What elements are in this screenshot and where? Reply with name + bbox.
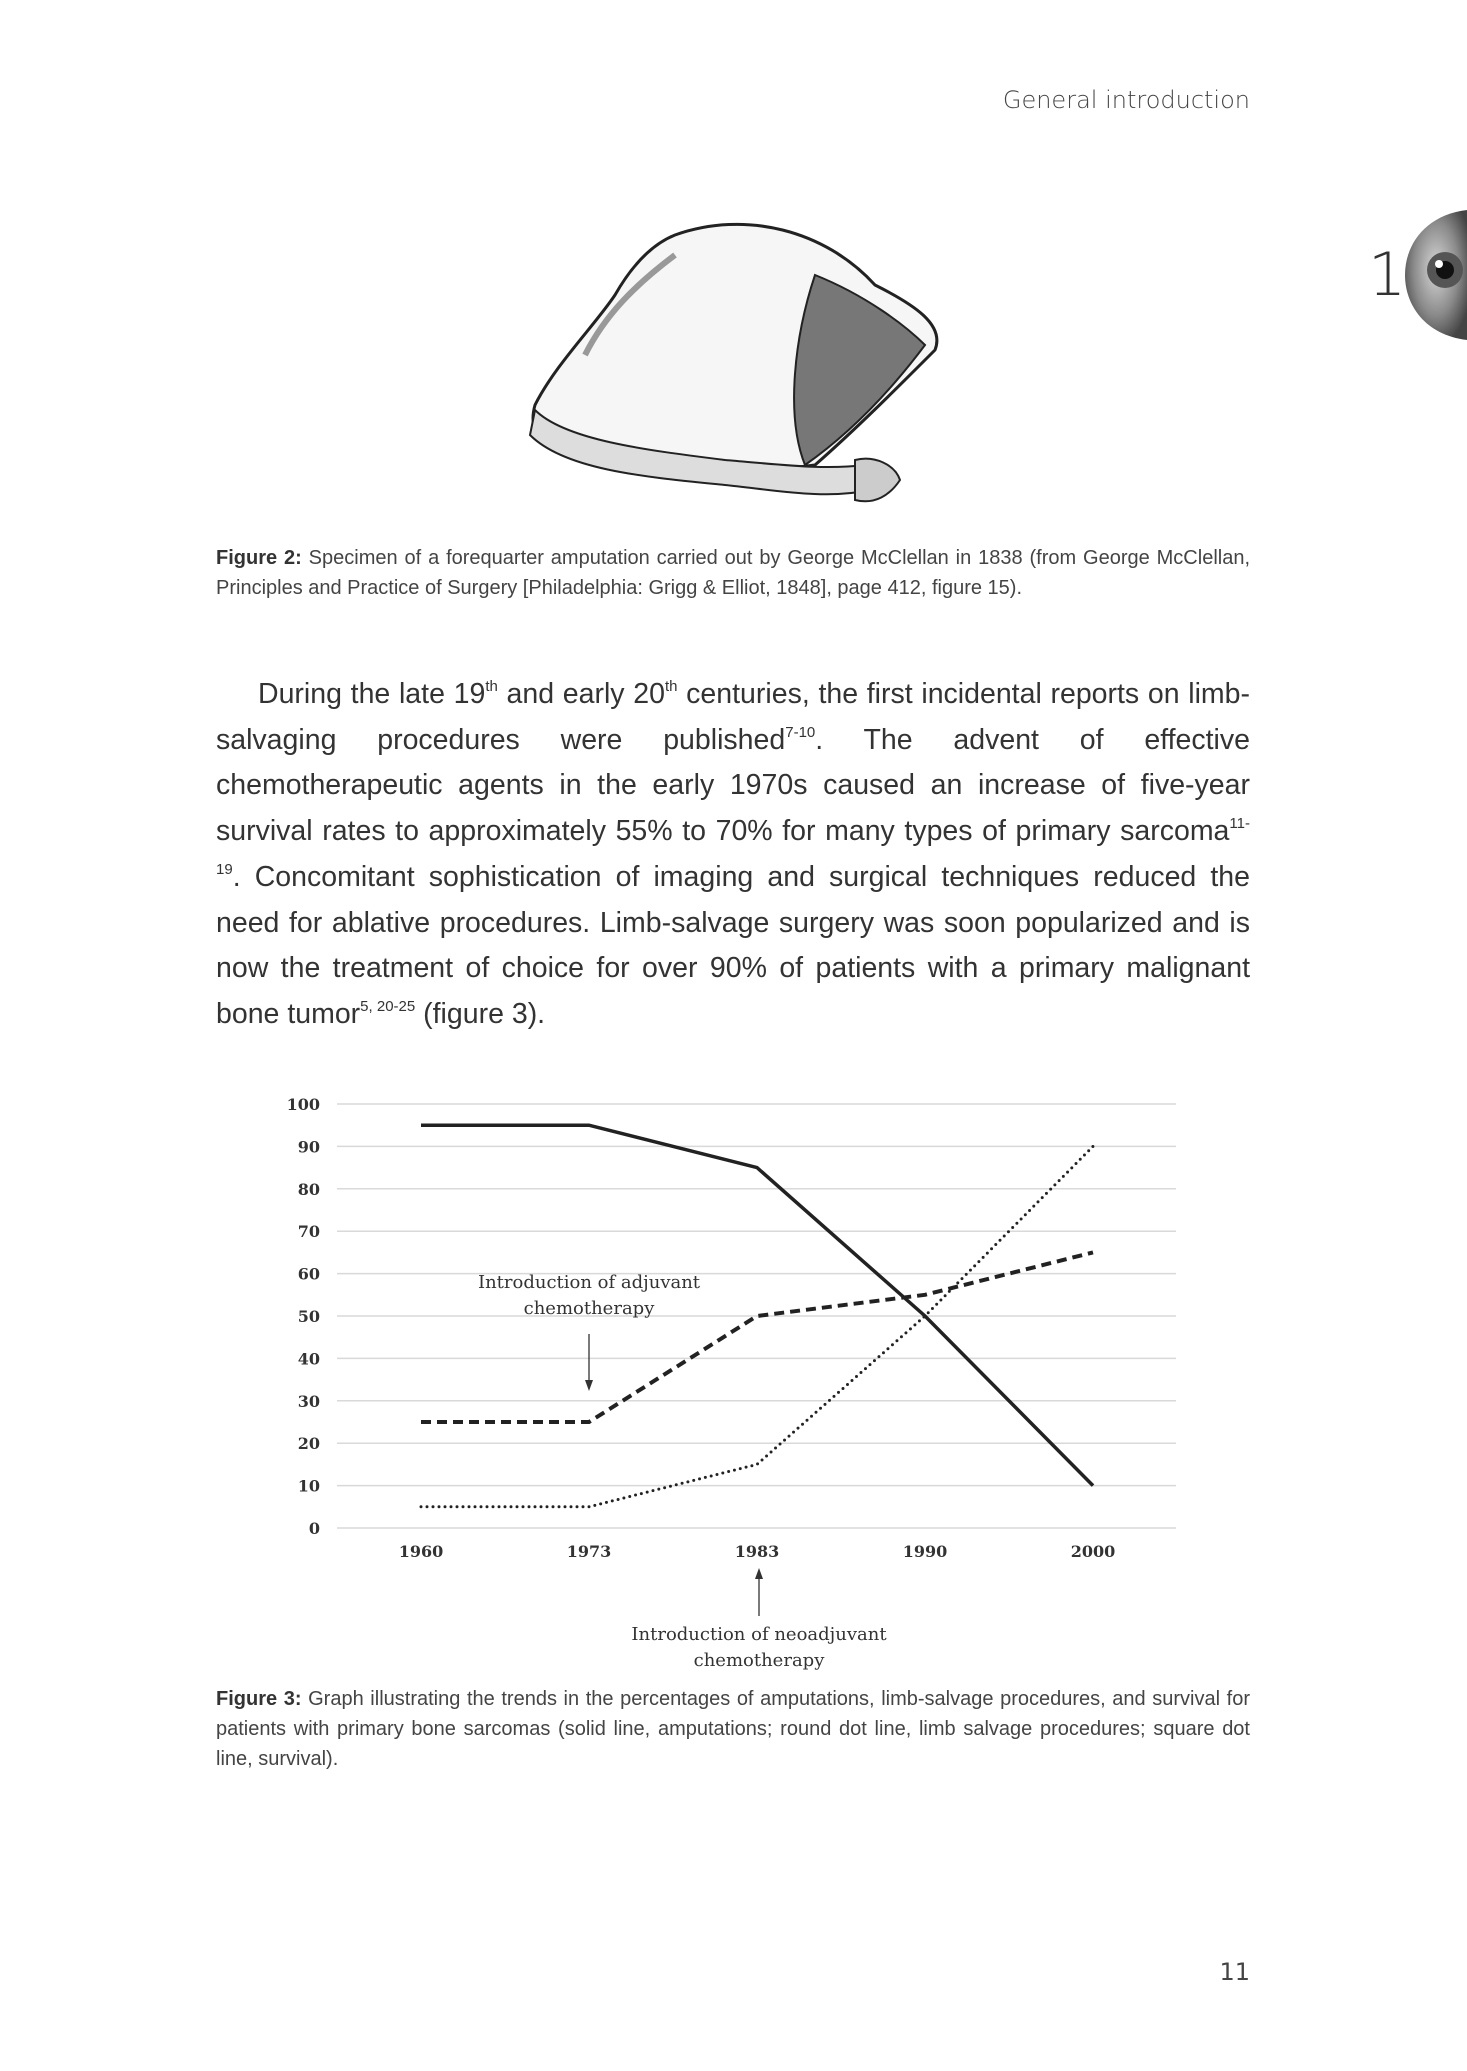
arrowhead-icon — [755, 1568, 763, 1579]
figure-3-caption: Figure 3: Graph illustrating the trends … — [216, 1684, 1250, 1774]
running-head: General introduction — [1002, 86, 1250, 114]
citation: 11-19 — [216, 815, 1250, 878]
forequarter-amputation-illustration — [528, 222, 939, 503]
superscript: th — [664, 678, 678, 695]
body-text: . The advent of effective chemotherapeut… — [216, 723, 1250, 848]
superscript: th — [485, 678, 498, 695]
x-tick-label: 2000 — [1071, 1542, 1116, 1561]
y-tick-label: 40 — [298, 1349, 320, 1368]
x-tick-label: 1960 — [399, 1542, 444, 1561]
figure-2-label: Figure 2: — [216, 547, 302, 569]
citation: 7-10 — [785, 723, 816, 741]
body-text: During the late 19 — [258, 678, 486, 710]
y-tick-label: 50 — [298, 1307, 320, 1326]
figure-2-caption-text: Specimen of a forequarter amputation car… — [216, 547, 1251, 599]
series-line-square-dot — [421, 1250, 1094, 1424]
figure-3-chart: 0 10 20 30 40 50 60 70 80 90 100 1960 1973 1983 1990 20… — [287, 1095, 1176, 1671]
x-tick-label: 1990 — [903, 1542, 948, 1561]
y-tick-label: 10 — [298, 1477, 320, 1496]
chapter-eye-image — [1405, 210, 1467, 340]
annotation-label: chemotherapy — [694, 1650, 826, 1671]
series-line-round-dot — [419, 1144, 1095, 1509]
series-line-solid — [421, 1123, 1095, 1487]
x-tick-label: 1983 — [735, 1542, 780, 1561]
body-paragraph: During the late 19th and early 20th cent… — [216, 672, 1250, 1038]
arrowhead-icon — [585, 1380, 593, 1391]
body-text: and early 20 — [497, 678, 665, 710]
y-tick-label: 30 — [298, 1392, 320, 1411]
x-tick-label: 1973 — [567, 1542, 612, 1561]
citation: 5, 20-25 — [360, 997, 416, 1015]
body-text: centuries, the first incidental reports … — [216, 678, 1251, 756]
figure-3-caption-text: Graph illustrating the trends in the per… — [216, 1688, 1251, 1770]
figure-2-caption: Figure 2: Specimen of a forequarter ampu… — [216, 543, 1250, 603]
y-tick-label: 70 — [298, 1222, 320, 1241]
y-tick-label: 90 — [298, 1137, 320, 1156]
body-text: . Concomitant sophistication of imaging … — [216, 860, 1250, 1030]
y-tick-label: 20 — [298, 1434, 320, 1453]
chapter-number: 1 — [1368, 240, 1407, 310]
y-tick-label: 100 — [287, 1095, 320, 1114]
y-tick-label: 60 — [298, 1265, 320, 1284]
figure-3-label: Figure 3: — [216, 1688, 302, 1710]
page-number: 11 — [1219, 1958, 1250, 1986]
y-tick-label: 0 — [309, 1519, 320, 1538]
annotation-label: Introduction of neoadjuvant — [631, 1624, 887, 1645]
body-text: (figure 3). — [415, 997, 546, 1030]
annotation-label: Introduction of adjuvant — [478, 1272, 701, 1293]
annotation-label: chemotherapy — [524, 1298, 656, 1319]
y-tick-label: 80 — [298, 1180, 320, 1199]
